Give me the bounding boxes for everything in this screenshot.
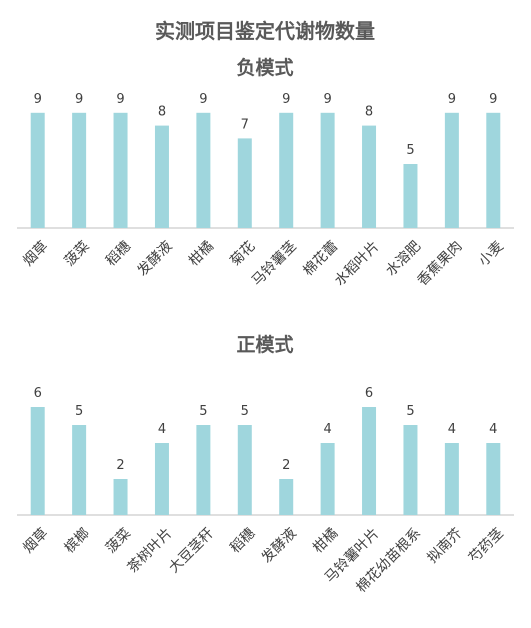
tick-label-neg-12: 小麦 [476,238,507,269]
data-label-pos-1: 6 [34,386,42,401]
bar-neg-9 [362,125,377,228]
data-label-pos-10: 5 [406,404,414,419]
bar-pos-1 [30,407,45,515]
data-label-neg-8: 9 [323,92,331,107]
bar-pos-3 [113,479,128,515]
data-label-pos-7: 2 [282,458,290,473]
page-title: 实测项目鉴定代谢物数量 [155,19,375,43]
bar-pos-4 [154,443,169,515]
tick-label-neg-11: 香蕉果肉 [415,238,466,289]
tick-label-neg-1: 烟草 [20,238,51,269]
data-label-pos-9: 6 [365,386,373,401]
data-label-neg-3: 9 [116,92,124,107]
bar-neg-2 [72,112,87,228]
tick-label-pos-12: 芍药茎 [466,525,507,566]
data-label-neg-11: 9 [448,92,456,107]
bar-pos-11 [444,443,459,515]
data-label-neg-9: 8 [365,105,373,120]
tick-label-pos-4: 茶树叶片 [125,525,176,576]
bar-neg-12 [486,112,501,228]
data-label-pos-11: 4 [448,422,456,437]
bar-neg-4 [154,125,169,228]
bar-pos-10 [403,425,418,515]
tick-label-neg-9: 水稻叶片 [332,238,383,289]
data-label-pos-12: 4 [489,422,497,437]
bar-pos-12 [486,443,501,515]
tick-label-neg-4: 发酵液 [135,238,176,279]
data-label-neg-12: 9 [489,92,497,107]
bar-neg-1 [30,112,45,228]
data-label-neg-2: 9 [75,92,83,107]
tick-label-neg-3: 稻穗 [103,238,134,269]
data-label-neg-6: 7 [241,117,249,132]
bar-neg-5 [196,112,211,228]
tick-label-neg-10: 水溶肥 [383,238,424,279]
data-label-neg-10: 5 [406,143,414,158]
tick-label-pos-7: 发酵液 [259,525,300,566]
data-label-neg-4: 8 [158,105,166,120]
bar-neg-11 [444,112,459,228]
bar-neg-8 [320,112,335,228]
bar-pos-7 [279,479,294,515]
tick-label-pos-2: 槟榔 [62,525,93,556]
bar-pos-5 [196,425,211,515]
tick-label-pos-6: 稻穗 [227,525,258,556]
tick-label-pos-5: 大豆茎秆 [166,525,217,576]
bar-neg-6 [237,138,252,228]
bar-pos-6 [237,425,252,515]
tick-label-pos-1: 烟草 [20,525,51,556]
tick-label-neg-6: 菊花 [227,238,258,269]
data-label-pos-8: 4 [323,422,331,437]
chart-title-positive: 正模式 [236,333,293,356]
tick-label-pos-3: 菠菜 [103,525,134,556]
bar-neg-7 [279,112,294,228]
tick-label-neg-8: 棉花蕾 [300,238,342,280]
tick-label-pos-8: 柑橘 [310,525,341,556]
bar-pos-8 [320,443,335,515]
data-label-neg-5: 9 [199,92,207,107]
data-label-pos-4: 4 [158,422,166,437]
data-label-pos-5: 5 [199,404,207,419]
bar-plot-positive: 6烟草5槟榔2菠菜4茶树叶片5大豆茎秆5稻穗2发酵液4柑橘6马铃薯叶片5棉花幼苗… [17,386,514,596]
bar-plot-negative: 9 烟草 9 菠菜 9 稻穗 8 发酵液 9 柑橘 7 菊花 9 马铃薯茎 9 棉花蕾 8 水稻叶片 5 水溶肥 9 香蕉… [17,92,514,289]
chart-title-negative: 负模式 [236,56,293,79]
data-label-pos-3: 2 [116,458,124,473]
bar-pos-2 [72,425,87,515]
tick-label-neg-2: 菠菜 [62,238,93,269]
tick-label-pos-11: 拟南芥 [424,525,465,566]
data-label-neg-7: 9 [282,92,290,107]
tick-label-neg-7: 马铃薯茎 [249,238,300,289]
bar-neg-10 [403,164,418,228]
tick-label-neg-5: 柑橘 [186,238,217,269]
data-label-neg-1: 9 [34,92,42,107]
data-label-pos-2: 5 [75,404,83,419]
bar-neg-3 [113,112,128,228]
bar-pos-9 [362,407,377,515]
data-label-pos-6: 5 [241,404,249,419]
